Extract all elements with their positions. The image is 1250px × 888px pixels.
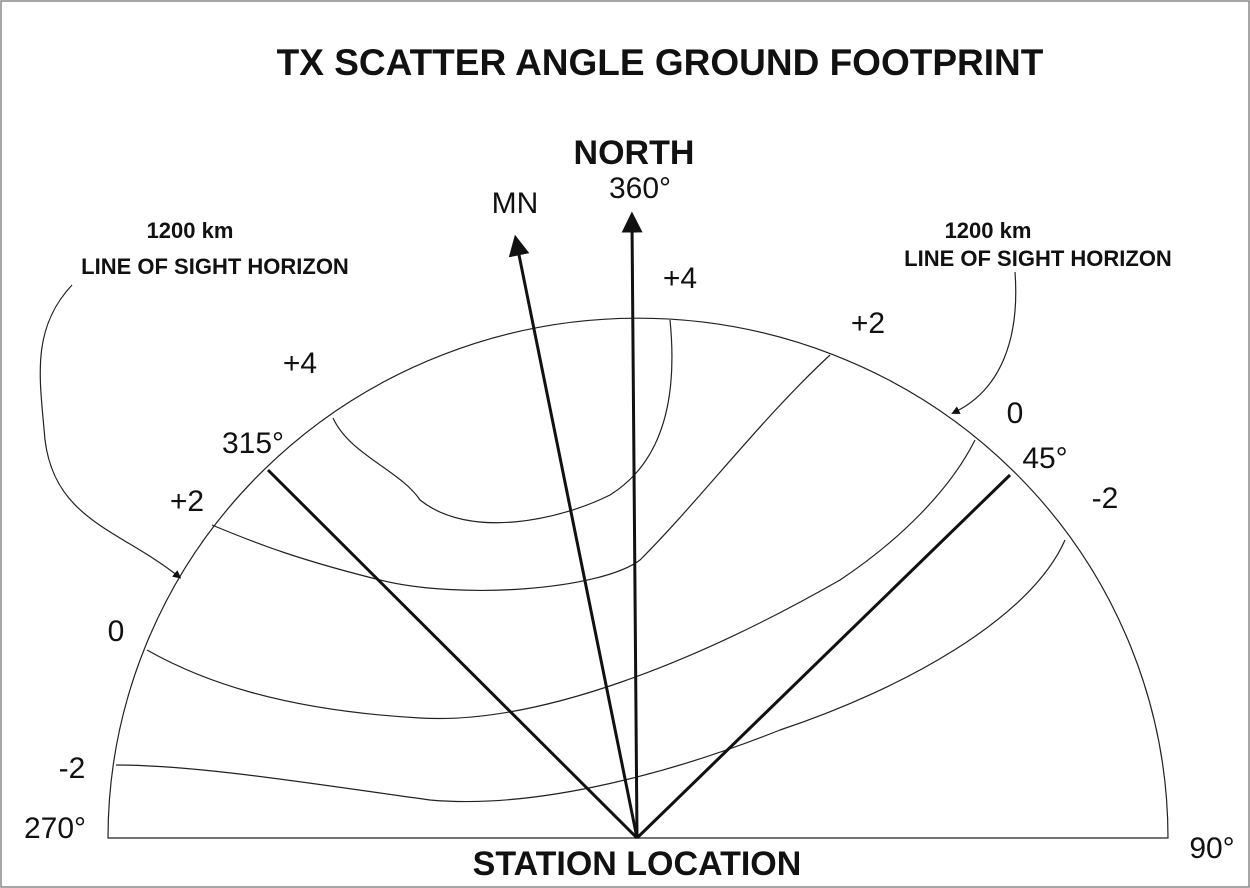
pointer-arrow	[39, 284, 182, 579]
annotation-distance: 1200 km	[147, 218, 234, 243]
contour-label: -2	[1092, 482, 1119, 515]
bearing-line	[266, 468, 639, 840]
contour-label: 0	[1007, 397, 1024, 430]
bearing-line	[635, 473, 1012, 840]
north-arrow	[621, 211, 643, 839]
contour-label: +2	[170, 485, 204, 518]
contour-label: +4	[663, 262, 697, 295]
pointer-arrow	[951, 271, 1017, 414]
mn-label: MN	[492, 187, 539, 220]
horizon-arc	[107, 317, 1169, 839]
annotation-label: LINE OF SIGHT HORIZON	[81, 254, 349, 279]
title: TX SCATTER ANGLE GROUND FOOTPRINT	[277, 42, 1044, 83]
bearing-label: 315°	[222, 427, 284, 460]
contour	[332, 319, 673, 524]
bearing-label: 45°	[1022, 442, 1067, 475]
north-label: NORTH	[574, 134, 695, 172]
mn-arrow	[508, 234, 639, 839]
bearing-label: 270°	[24, 812, 86, 845]
annotation-distance: 1200 km	[945, 218, 1032, 243]
contour	[211, 354, 831, 592]
contour-label: -2	[59, 752, 86, 785]
contour-label: 0	[108, 615, 125, 648]
bearing-label: 360°	[609, 172, 671, 205]
annotation-label: LINE OF SIGHT HORIZON	[904, 246, 1172, 271]
footprint	[39, 211, 1169, 840]
contour	[146, 439, 976, 720]
bearing-label: 90°	[1189, 832, 1234, 865]
station-label: STATION LOCATION	[473, 845, 802, 883]
contour-label: +4	[283, 347, 317, 380]
contour	[115, 539, 1066, 803]
contour-label: +2	[851, 307, 885, 340]
